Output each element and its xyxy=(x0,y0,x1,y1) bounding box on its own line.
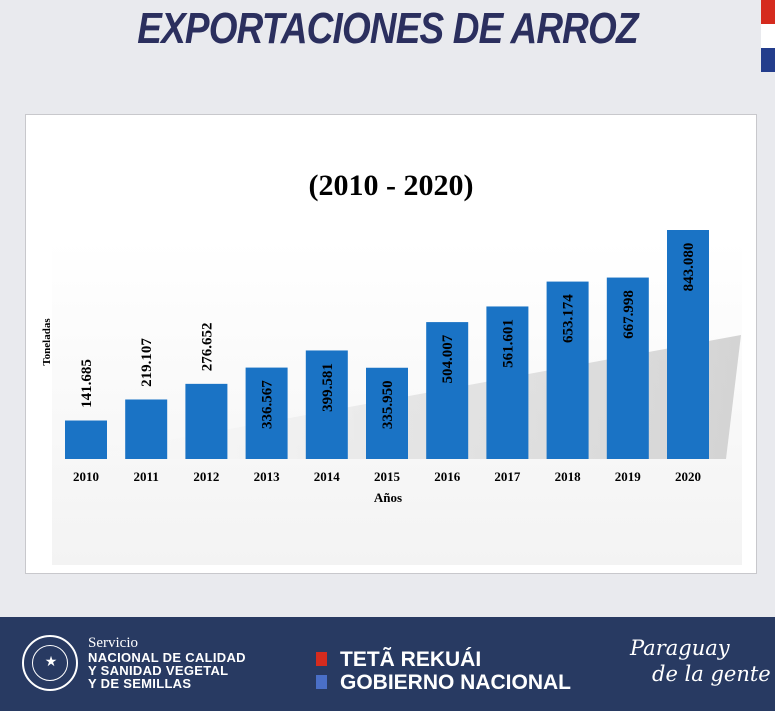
data-label-2017: 561.601 xyxy=(500,319,516,368)
data-label-2012: 276.652 xyxy=(199,322,215,371)
senave-logo-text: Servicio NACIONAL DE CALIDAD Y SANIDAD V… xyxy=(88,635,246,690)
blue-square-icon xyxy=(316,675,327,689)
data-label-2010: 141.685 xyxy=(79,359,95,408)
x-tick-2016: 2016 xyxy=(434,469,461,484)
bar-2014 xyxy=(305,350,348,459)
slogan-line-1: Paraguay xyxy=(630,636,730,660)
data-label-2019: 667.998 xyxy=(621,290,637,339)
org-line-1: NACIONAL DE CALIDAD xyxy=(88,650,246,665)
x-axis-label: Años xyxy=(374,490,402,505)
x-tick-2019: 2019 xyxy=(615,469,642,484)
page-title: EXPORTACIONES DE ARROZ xyxy=(137,4,638,53)
flag-blue xyxy=(761,48,775,72)
footer-banner: ★ Servicio NACIONAL DE CALIDAD Y SANIDAD… xyxy=(0,617,775,711)
data-label-2014: 399.581 xyxy=(320,363,336,412)
y-axis-label: Toneladas xyxy=(41,318,53,366)
bar-2010 xyxy=(65,420,107,459)
bar-2018 xyxy=(546,281,589,459)
x-tick-2010: 2010 xyxy=(73,469,99,484)
x-tick-2012: 2012 xyxy=(193,469,219,484)
data-label-2018: 653.174 xyxy=(561,294,577,343)
bar-2015 xyxy=(366,367,408,459)
slogan: Paraguay de la gente xyxy=(630,635,771,687)
org-line-2: Y SANIDAD VEGETAL xyxy=(88,663,229,678)
bar-2012 xyxy=(185,383,228,459)
servicio-label: Servicio xyxy=(88,635,138,651)
bar-2020 xyxy=(667,230,709,459)
x-tick-2018: 2018 xyxy=(555,469,582,484)
data-label-2013: 336.567 xyxy=(260,380,276,429)
x-tick-2014: 2014 xyxy=(314,469,341,484)
org-line-3: Y DE SEMILLAS xyxy=(88,676,192,691)
chart-panel: (2010 - 2020) Toneladas Años 141.685 2010… xyxy=(25,114,757,574)
data-label-2011: 219.107 xyxy=(139,338,155,387)
flag-red xyxy=(761,0,775,24)
bar-2017 xyxy=(486,306,529,459)
gov-line-2: GOBIERNO NACIONAL xyxy=(340,671,571,694)
x-tick-2017: 2017 xyxy=(494,469,521,484)
data-label-2020: 843.080 xyxy=(681,243,697,292)
bar-2019 xyxy=(606,277,649,459)
bar-2013 xyxy=(245,367,288,459)
red-square-icon xyxy=(316,652,327,666)
bar-2011 xyxy=(125,399,168,459)
data-label-2016: 504.007 xyxy=(440,334,456,383)
chart-title: (2010 - 2020) xyxy=(309,169,474,202)
x-tick-2015: 2015 xyxy=(374,469,401,484)
flag-white xyxy=(761,24,775,48)
slogan-line-2: de la gente xyxy=(652,662,771,686)
national-seal-icon: ★ xyxy=(22,635,78,691)
flag-stripe xyxy=(761,0,775,72)
bar-2016 xyxy=(426,322,469,459)
bar-chart: (2010 - 2020) Toneladas Años 141.685 2010… xyxy=(41,169,742,565)
gov-line-1: TETÃ REKUÁI xyxy=(340,648,482,671)
x-tick-2020: 2020 xyxy=(675,469,701,484)
x-tick-2011: 2011 xyxy=(134,469,159,484)
x-tick-2013: 2013 xyxy=(254,469,281,484)
data-label-2015: 335.950 xyxy=(380,380,396,429)
gobierno-logo: TETÃ REKUÁI GOBIERNO NACIONAL xyxy=(316,648,571,694)
